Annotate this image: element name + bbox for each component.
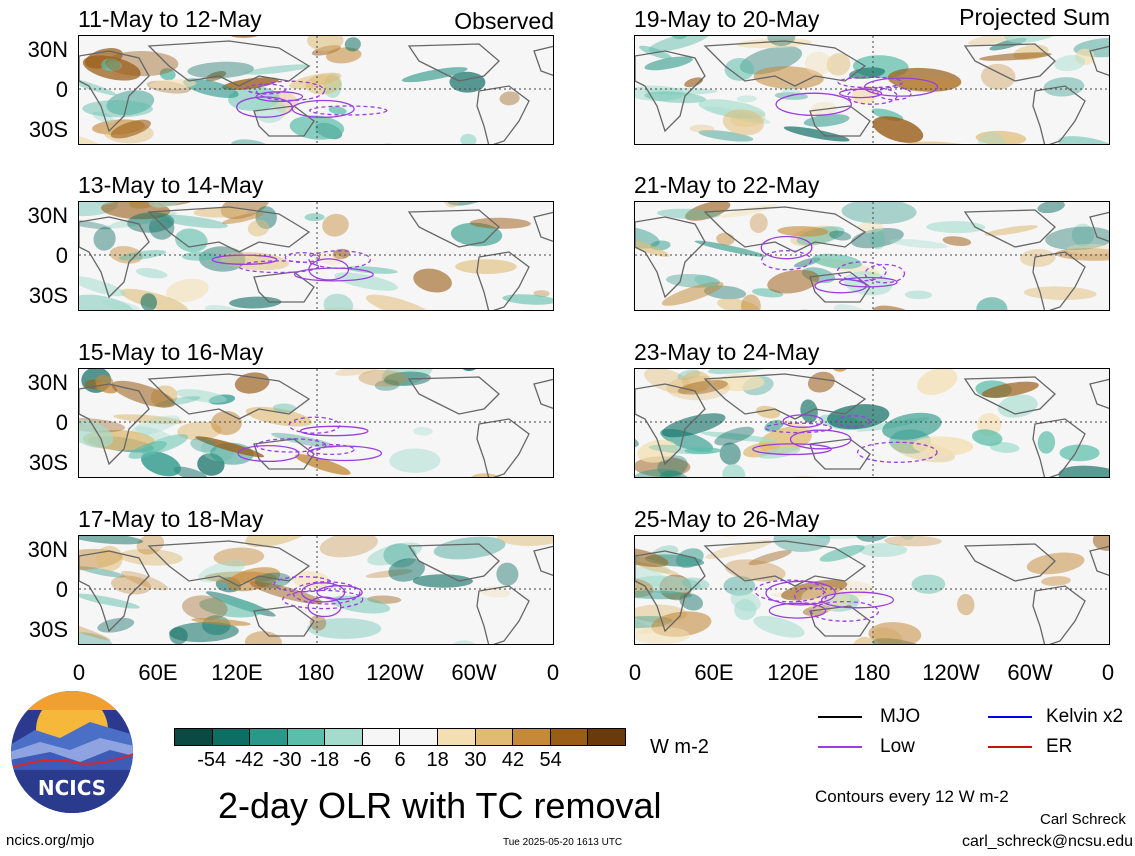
- panel-title: 17-May to 18-May: [78, 506, 264, 532]
- lat-label-0: 0: [55, 243, 68, 268]
- legend-label-er: ER: [1046, 736, 1073, 757]
- olr-map: [634, 368, 1110, 478]
- colorbar: [174, 728, 626, 746]
- colorbar-swatch: [513, 729, 551, 745]
- colorbar-swatch: [438, 729, 476, 745]
- colorbar-swatch: [362, 729, 401, 745]
- lat-label-0: 0: [55, 410, 68, 435]
- colorbar-label: 54: [539, 749, 562, 771]
- logo-text: NCICS: [38, 776, 106, 800]
- lon-label: 60W: [451, 660, 497, 685]
- colorbar-label: 18: [426, 749, 449, 771]
- colorbar-label: -54: [197, 749, 227, 771]
- colorbar-swatch: [550, 729, 589, 745]
- lon-label: 0: [546, 660, 560, 685]
- lat-label-30s: 30S: [28, 117, 68, 142]
- lat-label-30s: 30S: [28, 617, 68, 642]
- colorbar-label: 6: [394, 749, 406, 771]
- panel-title: 21-May to 22-May: [634, 172, 820, 198]
- legend-label-low: Low: [880, 736, 915, 757]
- colorbar-swatch: [400, 729, 439, 745]
- map-field: [635, 202, 1109, 310]
- lon-label: 0: [628, 660, 642, 685]
- lon-label: 60E: [694, 660, 734, 685]
- colorbar-swatch: [212, 729, 251, 745]
- map-field: [635, 369, 1109, 477]
- colorbar-swatch: [475, 729, 514, 745]
- map-field: [79, 369, 553, 477]
- lon-label: 120W: [366, 660, 424, 685]
- legend-label-kelvin: Kelvin x2: [1046, 706, 1124, 727]
- units-label: W m-2: [650, 736, 709, 758]
- olr-map: [78, 201, 554, 311]
- lat-label-30n: 30N: [27, 37, 68, 62]
- legend-line-kelvin: [988, 716, 1032, 718]
- legend-line-low: [818, 746, 862, 748]
- footer-author: Carl Schreck: [1040, 811, 1126, 828]
- colorbar-label: 42: [501, 749, 525, 771]
- observed-label: Observed: [454, 8, 554, 34]
- panel-title: 15-May to 16-May: [78, 339, 264, 365]
- figure-title: 2-day OLR with TC removal: [218, 785, 662, 826]
- panel-title: 23-May to 24-May: [634, 339, 820, 365]
- ncics-logo: NCICS: [10, 690, 134, 814]
- map-field: [635, 536, 1109, 644]
- colorbar-label: 30: [464, 749, 487, 771]
- map-field: [79, 202, 553, 310]
- olr-map: [634, 535, 1110, 645]
- map-field: [79, 536, 553, 644]
- colorbar-label: -42: [234, 749, 264, 771]
- olr-map: [634, 201, 1110, 311]
- lon-label: 180: [297, 660, 335, 685]
- colorbar-label: -6: [353, 749, 372, 771]
- lon-label: 0: [1101, 660, 1115, 685]
- lat-label-30n: 30N: [27, 370, 68, 395]
- footer-email: carl_schreck@ncsu.edu: [962, 833, 1133, 850]
- colorbar-swatch: [588, 729, 625, 745]
- panel-title: 13-May to 14-May: [78, 172, 264, 198]
- lon-label: 120E: [211, 660, 263, 685]
- colorbar-swatch: [175, 729, 213, 745]
- map-field: [79, 36, 553, 144]
- lon-label: 120W: [922, 660, 980, 685]
- footer-url: ncics.org/mjo: [6, 832, 95, 849]
- colorbar-label: -18: [310, 749, 340, 771]
- lon-label: 60E: [138, 660, 178, 685]
- colorbar-swatch: [325, 729, 363, 745]
- colorbar-swatch: [287, 729, 326, 745]
- olr-map: [634, 35, 1110, 145]
- map-field: [635, 36, 1109, 144]
- legend-line-er: [988, 746, 1032, 748]
- lat-label-30n: 30N: [27, 537, 68, 562]
- lat-label-0: 0: [55, 77, 68, 102]
- contours-note: Contours every 12 W m-2: [815, 787, 1009, 806]
- footer-timestamp: Tue 2025-05-20 1613 UTC: [503, 837, 623, 848]
- legend-label-mjo: MJO: [880, 706, 921, 727]
- legend-line-mjo: [818, 716, 862, 718]
- panel-title: 19-May to 20-May: [634, 6, 820, 32]
- olr-map: [78, 35, 554, 145]
- colorbar-swatch: [250, 729, 288, 745]
- lon-label: 60W: [1007, 660, 1053, 685]
- projected-label: Projected Sum: [959, 4, 1110, 30]
- panel-title: 25-May to 26-May: [634, 506, 820, 532]
- lat-label-0: 0: [55, 577, 68, 602]
- lat-label-30s: 30S: [28, 283, 68, 308]
- olr-map: [78, 535, 554, 645]
- lon-label: 120E: [767, 660, 819, 685]
- lon-label: 0: [72, 660, 86, 685]
- lon-label: 180: [853, 660, 891, 685]
- olr-map: [78, 368, 554, 478]
- lat-label-30n: 30N: [27, 203, 68, 228]
- lat-label-30s: 30S: [28, 450, 68, 475]
- colorbar-label: -30: [272, 749, 302, 771]
- panel-title: 11-May to 12-May: [78, 6, 262, 32]
